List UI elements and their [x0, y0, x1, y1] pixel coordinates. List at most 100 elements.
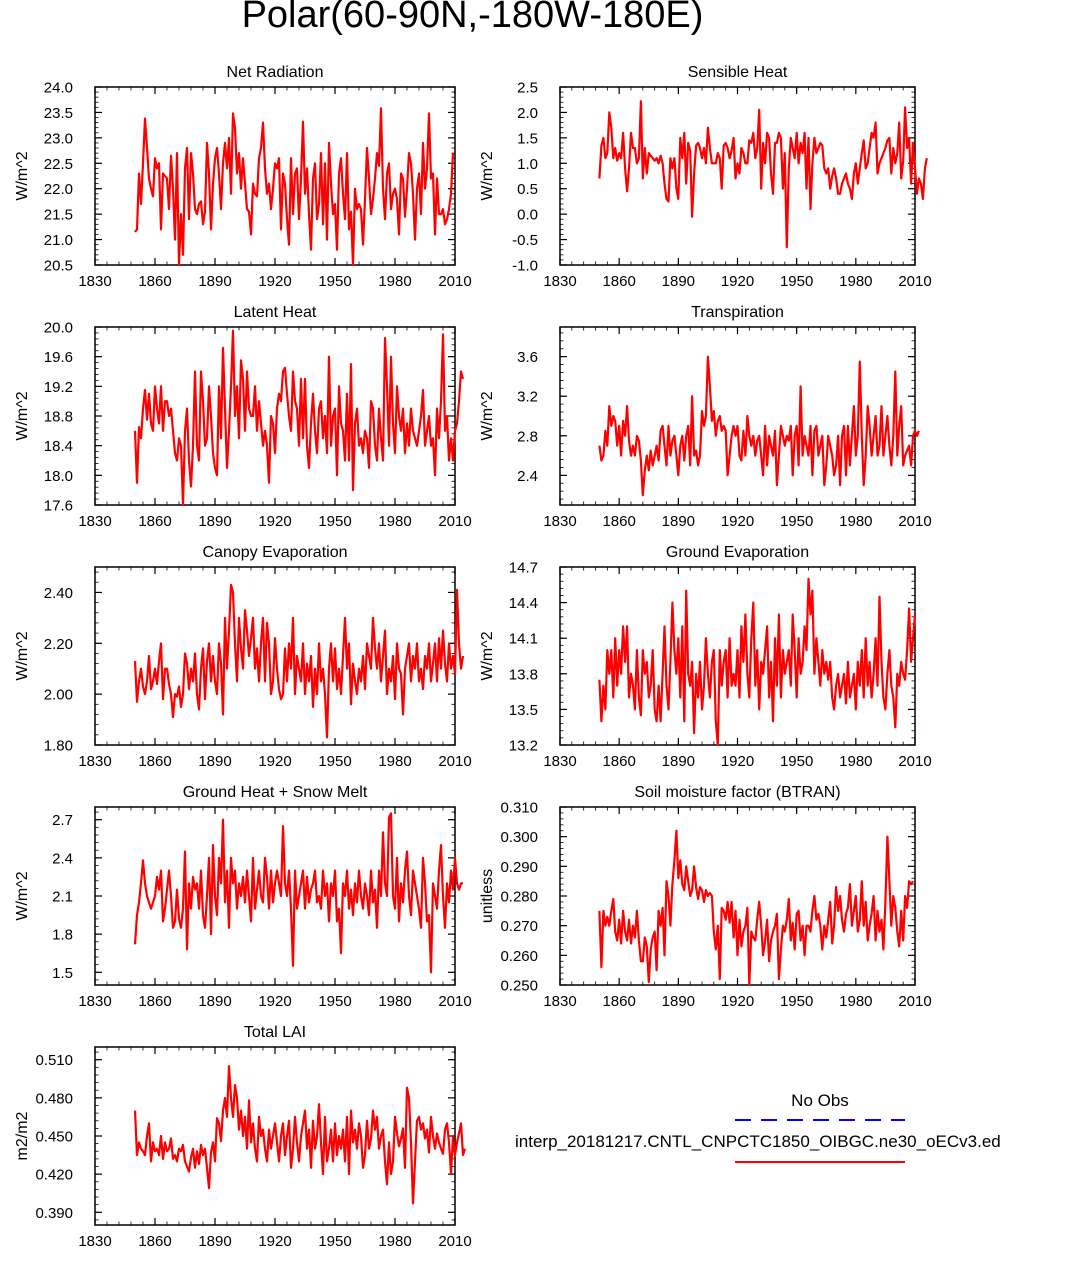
series-line-model	[133, 1064, 467, 1205]
plot-frame	[94, 326, 456, 506]
x-tick-label: 1890	[662, 993, 695, 1010]
x-tick-label: 1860	[602, 993, 635, 1010]
y-tick-label: 0.300	[500, 829, 538, 846]
x-tick-label: 1920	[258, 753, 291, 770]
plot-frame	[559, 86, 916, 266]
y-tick-label: 0.280	[500, 889, 538, 906]
y-tick-label: 2.40	[44, 585, 73, 602]
chart-panel-0: Net Radiation W/m^2 1830 1860 1890 1920 1950 19…	[14, 64, 472, 290]
x-tick-label: 1980	[378, 273, 411, 290]
x-tick-label: 1980	[839, 993, 872, 1010]
x-tick-label: 2010	[898, 753, 931, 770]
y-tick-label: 0.270	[500, 918, 538, 935]
y-tick-label: 2.00	[44, 687, 73, 704]
x-tick-label: 1890	[198, 993, 231, 1010]
y-tick-label: 3.6	[517, 349, 538, 366]
x-tick-label: 2010	[898, 993, 931, 1010]
chart-panel-6: Ground Heat + Snow Melt W/m^2 1830 1860 1890…	[14, 784, 472, 1010]
x-tick-label: 1860	[602, 513, 635, 530]
y-axis-label: W/m^2	[14, 391, 31, 440]
y-tick-label: 2.4	[517, 468, 538, 485]
x-tick-label: 1920	[721, 993, 754, 1010]
y-tick-label: 2.0	[517, 105, 538, 122]
y-tick-label: 2.1	[52, 889, 73, 906]
x-tick-label: 2010	[438, 1233, 471, 1250]
chart-panel-1: Sensible Heat W/m^2 1830 1860 1890 1920 1950 19…	[479, 64, 932, 290]
y-axis-label: W/m^2	[14, 151, 31, 200]
y-tick-label: 3.2	[517, 389, 538, 406]
series-line-model	[598, 829, 914, 987]
x-tick-label: 1920	[721, 513, 754, 530]
x-tick-label: 1890	[662, 753, 695, 770]
series-line-model	[598, 355, 920, 497]
series-line-model	[133, 329, 465, 507]
x-tick-label: 1830	[78, 513, 111, 530]
y-tick-label: 2.20	[44, 636, 73, 653]
x-tick-label: 1890	[198, 513, 231, 530]
y-tick-label: 23.5	[44, 105, 73, 122]
y-axis-label: unitless	[479, 869, 496, 923]
y-tick-label: 18.8	[44, 409, 73, 426]
y-axis-label: W/m^2	[14, 871, 31, 920]
x-tick-label: 2010	[898, 513, 931, 530]
chart-title: Latent Heat	[234, 304, 317, 321]
figure-title: Polar(60-90N,-180W-180E)	[241, 0, 704, 36]
x-tick-label: 1950	[780, 753, 813, 770]
y-tick-label: 1.5	[517, 130, 538, 147]
x-tick-label: 1920	[721, 273, 754, 290]
x-tick-label: 1920	[721, 753, 754, 770]
x-tick-label: 2010	[438, 513, 471, 530]
x-tick-label: 1890	[198, 753, 231, 770]
x-tick-label: 1950	[780, 273, 813, 290]
y-tick-label: 13.5	[509, 702, 538, 719]
x-tick-label: 1920	[258, 993, 291, 1010]
x-tick-label: 1920	[258, 273, 291, 290]
x-tick-label: 1860	[138, 1233, 171, 1250]
y-axis-label: W/m^2	[479, 151, 496, 200]
x-tick-label: 2010	[438, 753, 471, 770]
x-tick-label: 1860	[602, 753, 635, 770]
x-tick-label: 1950	[780, 993, 813, 1010]
x-tick-label: 1860	[138, 273, 171, 290]
x-tick-label: 1950	[318, 993, 351, 1010]
y-tick-label: 14.7	[509, 560, 538, 577]
y-tick-label: 1.8	[52, 927, 73, 944]
x-tick-label: 2010	[438, 273, 471, 290]
x-tick-label: 1980	[378, 1233, 411, 1250]
x-tick-label: 1830	[78, 993, 111, 1010]
x-tick-label: 1980	[378, 513, 411, 530]
y-tick-label: 0.480	[35, 1090, 73, 1107]
y-tick-label: 1.80	[44, 738, 73, 755]
y-tick-label: 17.6	[44, 498, 73, 515]
chart-panel-8: Total LAI m2/m2 1830 1860 1890 1920 1950 1980 20…	[14, 1024, 472, 1250]
y-tick-label: 21.0	[44, 232, 73, 249]
y-axis-label: W/m^2	[14, 631, 31, 680]
x-tick-label: 1950	[318, 753, 351, 770]
x-tick-label: 1950	[318, 513, 351, 530]
y-tick-label: 13.2	[509, 738, 538, 755]
x-tick-label: 1830	[78, 753, 111, 770]
series-line-model	[598, 100, 928, 249]
series-line-model	[133, 583, 465, 739]
x-tick-label: 1950	[318, 273, 351, 290]
x-tick-label: 1830	[543, 753, 576, 770]
x-tick-label: 1890	[198, 273, 231, 290]
chart-title: Total LAI	[244, 1024, 306, 1041]
y-tick-label: 20.5	[44, 258, 73, 275]
y-tick-label: -0.5	[512, 232, 538, 249]
x-tick-label: 1950	[318, 1233, 351, 1250]
x-tick-label: 2010	[898, 273, 931, 290]
chart-title: Soil moisture factor (BTRAN)	[634, 784, 840, 801]
chart-title: Canopy Evaporation	[203, 544, 348, 561]
x-tick-label: 1830	[543, 273, 576, 290]
y-tick-label: 21.5	[44, 207, 73, 224]
x-tick-label: 1860	[138, 513, 171, 530]
x-tick-label: 1860	[138, 993, 171, 1010]
y-tick-label: 0.290	[500, 859, 538, 876]
chart-panel-2: Latent Heat W/m^2 1830 1860 1890 1920 1950 1980…	[14, 304, 472, 530]
series-line-model	[598, 577, 917, 747]
chart-title: Net Radiation	[227, 64, 324, 81]
panels-group: Net Radiation W/m^2 1830 1860 1890 1920 1950 19…	[14, 64, 932, 1250]
y-tick-label: 2.5	[517, 80, 538, 97]
